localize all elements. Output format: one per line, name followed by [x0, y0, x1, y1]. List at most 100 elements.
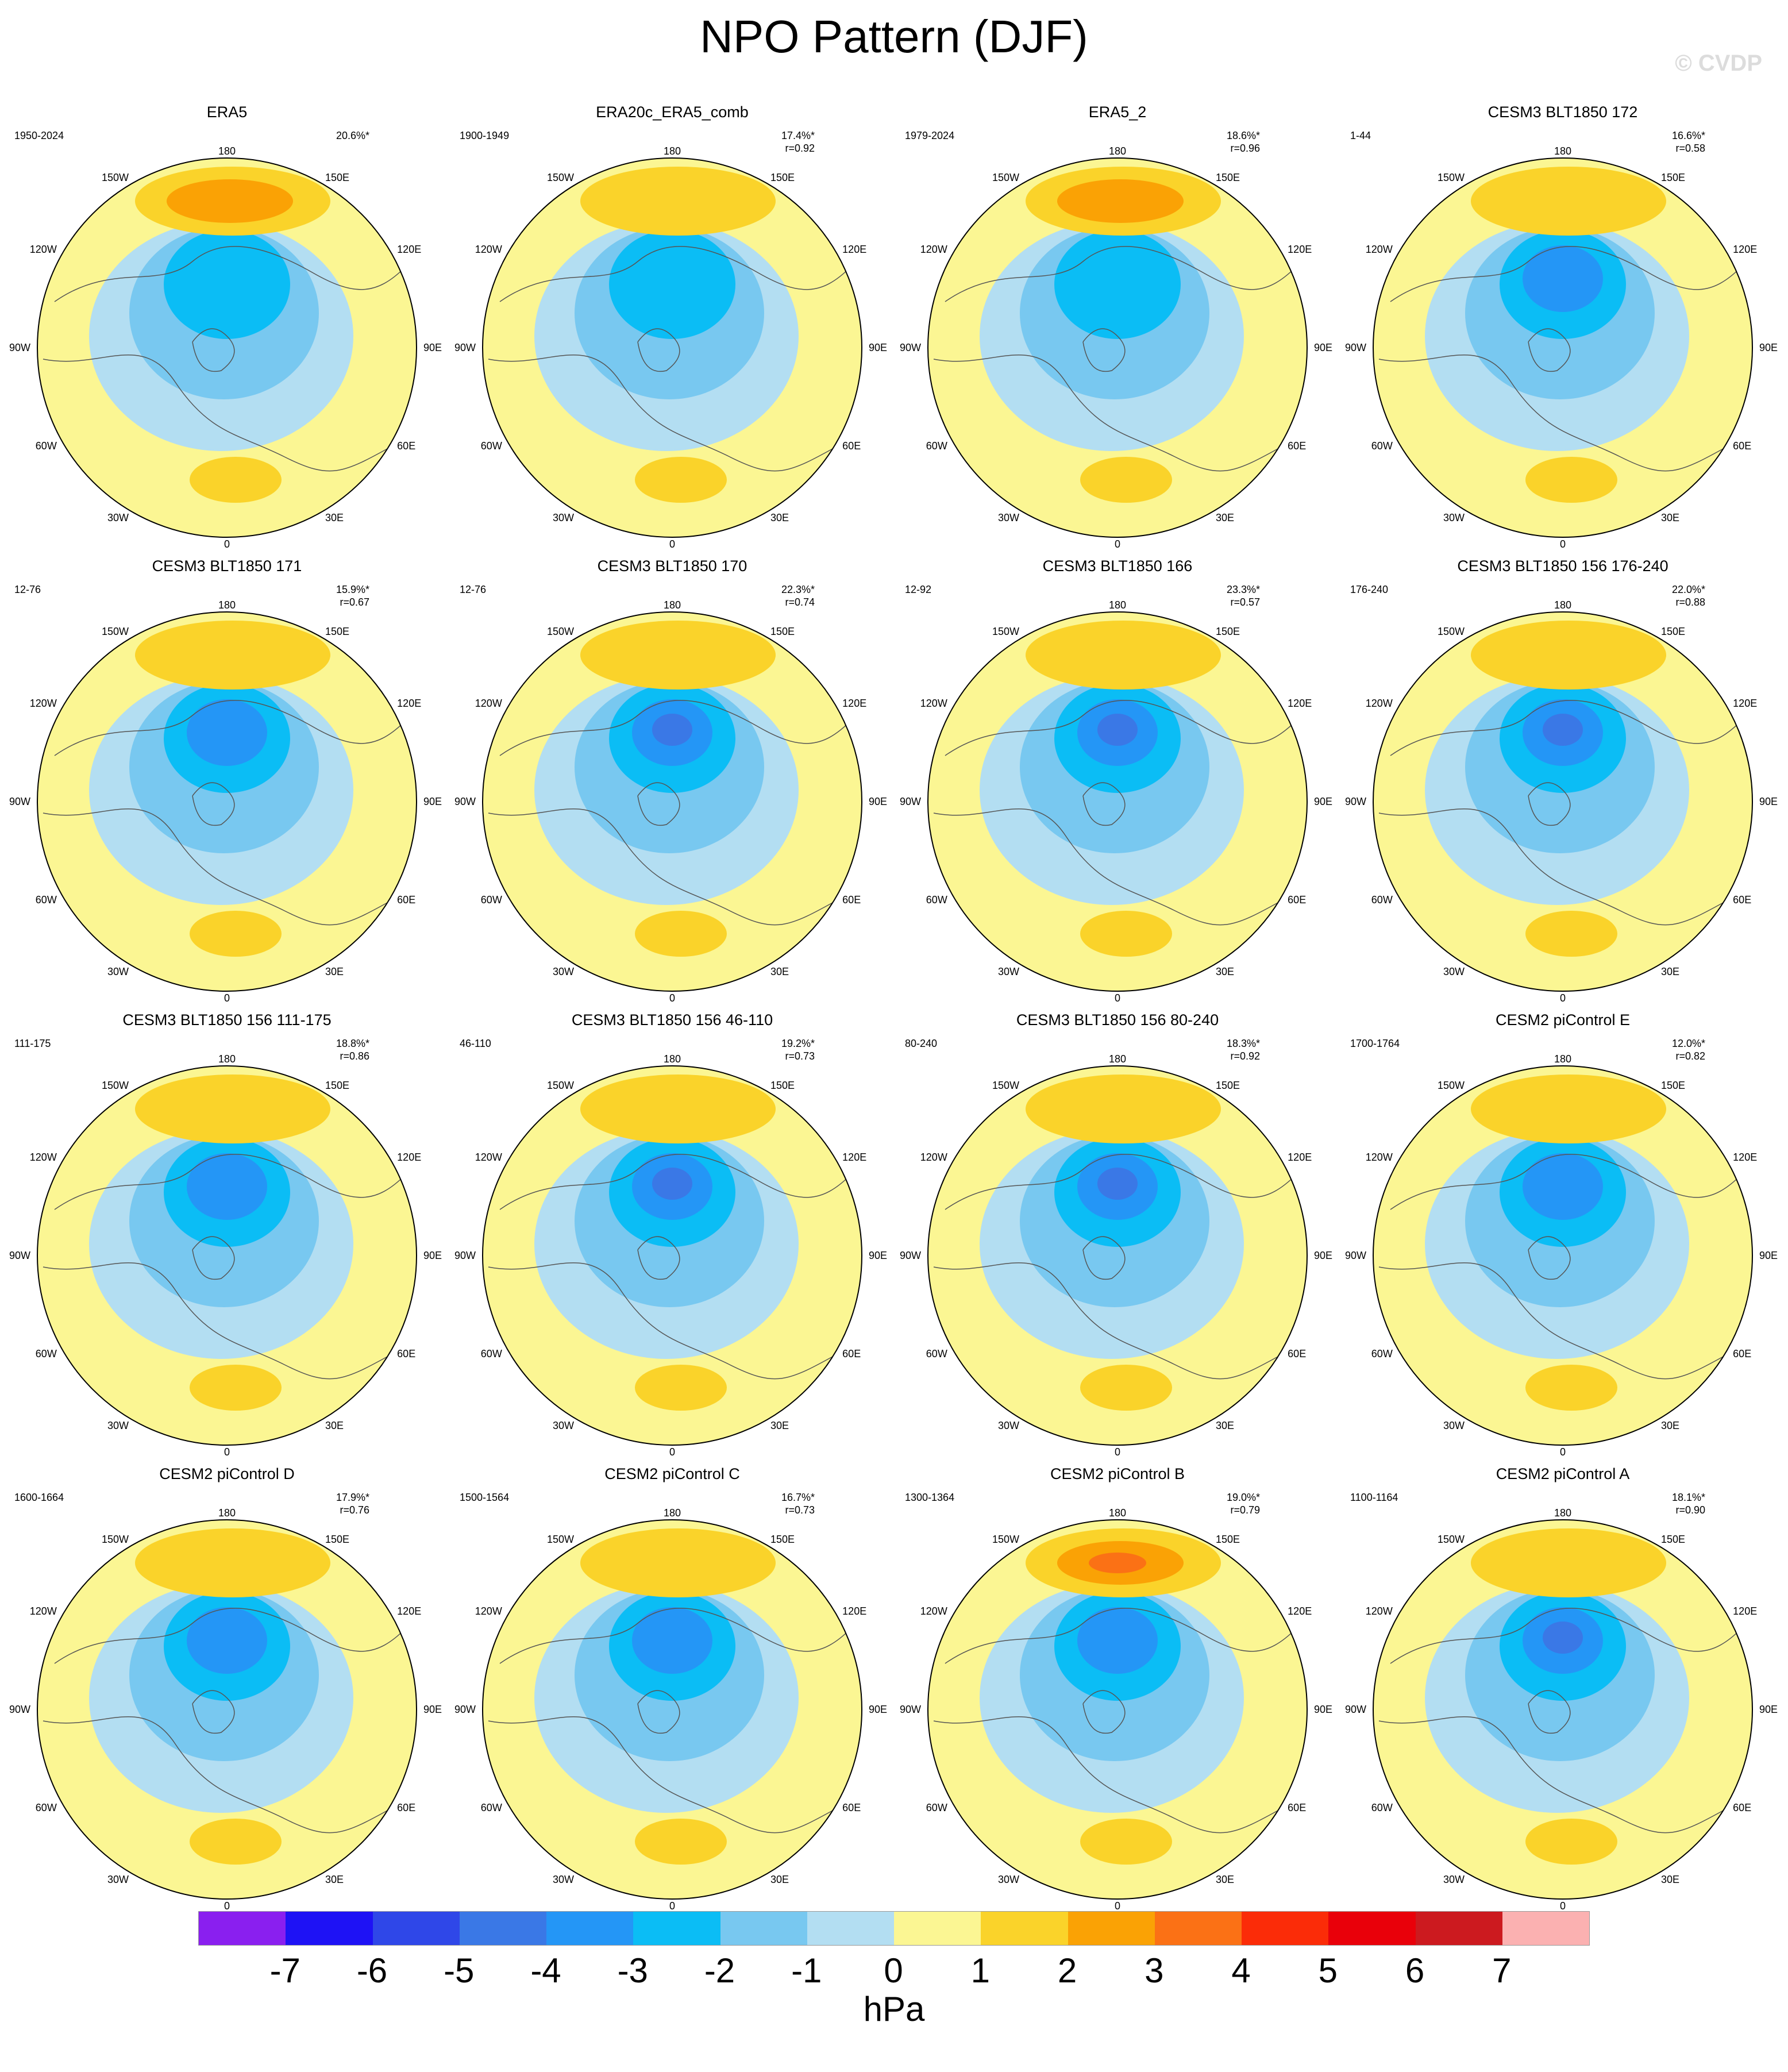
- years-label: 1900-1949: [460, 130, 509, 141]
- longitude-label: 30W: [1443, 966, 1465, 977]
- longitude-label: 90W: [9, 342, 30, 353]
- longitude-label: 60E: [397, 894, 415, 906]
- longitude-label: 60E: [842, 1802, 861, 1813]
- colorbar-box: [459, 1912, 546, 1945]
- longitude-label: 150W: [102, 1534, 129, 1545]
- positive-anomaly-region: [1080, 1819, 1172, 1865]
- polar-map: 180 150E 120E 90E 60E 30E 0 30W 60W 90W 120W 150W 19…: [454, 130, 887, 550]
- longitude-label: 30W: [553, 1874, 574, 1885]
- longitude-label: 60E: [842, 894, 861, 906]
- map-boundary: [482, 157, 862, 538]
- polar-map: 180 150E 120E 90E 60E 30E 0 30W 60W 90W 120W 150W 12…: [454, 584, 887, 1004]
- longitude-label: 180: [1109, 1053, 1126, 1065]
- positive-anomaly-region: [580, 621, 776, 690]
- years-label: 12-92: [905, 584, 931, 595]
- coastline: [637, 328, 680, 372]
- longitude-label: 120W: [30, 1151, 57, 1163]
- longitude-label: 60W: [36, 1802, 57, 1813]
- coastline: [1082, 1236, 1126, 1280]
- longitude-label: 120E: [842, 1151, 866, 1163]
- variance-label: 23.3%*: [1227, 584, 1260, 595]
- longitude-label: 90W: [9, 796, 30, 807]
- coastline: [933, 355, 1285, 472]
- panel-title: ERA20c_ERA5_comb: [596, 103, 749, 121]
- variance-label: 16.7%*: [781, 1492, 815, 1503]
- map-boundary: [37, 1519, 417, 1900]
- longitude-label: 180: [218, 145, 236, 157]
- anomaly-field: [37, 158, 417, 537]
- positive-anomaly-region: [190, 911, 282, 957]
- longitude-label: 60W: [481, 894, 502, 906]
- polar-map: 180 150E 120E 90E 60E 30E 0 30W 60W 90W 120W 150W 19…: [900, 130, 1332, 550]
- longitude-label: 90W: [900, 1704, 921, 1715]
- longitude-label: 0: [1560, 992, 1566, 1004]
- coastline: [1378, 355, 1730, 472]
- coastline: [488, 1716, 839, 1834]
- years-label: 12-76: [460, 584, 486, 595]
- colorbar-box: [894, 1912, 981, 1945]
- variance-label: 18.6%*: [1227, 130, 1260, 141]
- anomaly-field: [1373, 612, 1752, 991]
- longitude-label: 120E: [1288, 1151, 1312, 1163]
- longitude-label: 120W: [1366, 1605, 1393, 1617]
- coastline: [1082, 782, 1126, 826]
- longitude-label: 120E: [842, 698, 866, 709]
- longitude-label: 30W: [553, 966, 574, 977]
- colorbar-tick-label: 0: [884, 1951, 903, 1990]
- map-panel: CESM2 piControl C 180 150E 120E 90E 60E 30E 0 30…: [454, 1465, 891, 1919]
- longitude-label: 150W: [547, 1534, 574, 1545]
- longitude-label: 120E: [397, 698, 421, 709]
- positive-anomaly-region: [135, 1528, 330, 1597]
- map-boundary: [927, 157, 1308, 538]
- longitude-label: 0: [224, 1900, 230, 1912]
- longitude-label: 30E: [1216, 1874, 1234, 1885]
- years-label: 1600-1664: [14, 1492, 64, 1503]
- longitude-label: 0: [1115, 1900, 1120, 1912]
- longitude-label: 60W: [481, 1348, 502, 1359]
- negative-anomaly-region: [187, 1607, 267, 1674]
- anomaly-field: [1373, 1066, 1752, 1445]
- longitude-label: 150E: [325, 626, 349, 637]
- longitude-label: 0: [1560, 1446, 1566, 1458]
- longitude-label: 60W: [1371, 1802, 1393, 1813]
- correlation-label: r=0.74: [785, 596, 815, 608]
- longitude-label: 150E: [1216, 172, 1240, 183]
- coastline: [499, 246, 851, 302]
- longitude-label: 60E: [1288, 894, 1306, 906]
- negative-anomaly-region: [1054, 230, 1181, 339]
- positive-anomaly-region: [167, 179, 293, 223]
- longitude-label: 30W: [998, 1420, 1019, 1431]
- longitude-label: 120E: [1288, 244, 1312, 255]
- longitude-label: 60W: [481, 1802, 502, 1813]
- longitude-label: 120E: [397, 1605, 421, 1617]
- colorbar-tick-label: 5: [1318, 1951, 1338, 1990]
- colorbar-box: [199, 1912, 286, 1945]
- longitude-label: 180: [1109, 599, 1126, 611]
- coastline: [1528, 782, 1571, 826]
- panel-title: CESM2 piControl D: [159, 1465, 295, 1482]
- coastline: [1390, 1608, 1741, 1664]
- coastline: [945, 1608, 1296, 1664]
- colorbar-tick-label: 6: [1405, 1951, 1425, 1990]
- longitude-label: 60W: [481, 440, 502, 452]
- positive-anomaly-region: [1471, 1528, 1666, 1597]
- anomaly-field: [483, 1520, 862, 1899]
- correlation-label: r=0.92: [785, 143, 815, 154]
- polar-map: 180 150E 120E 90E 60E 30E 0 30W 60W 90W 120W 150W 17…: [1345, 1038, 1778, 1458]
- coastline: [1378, 1716, 1730, 1834]
- longitude-label: 30E: [770, 512, 789, 523]
- years-label: 1300-1364: [905, 1492, 954, 1503]
- colorbar-tick-label: -3: [617, 1951, 648, 1990]
- longitude-label: 120E: [1288, 698, 1312, 709]
- longitude-label: 30W: [1443, 1420, 1465, 1431]
- panel-title: CESM3 BLT1850 172: [1488, 103, 1638, 121]
- longitude-label: 0: [669, 1900, 675, 1912]
- longitude-label: 0: [224, 1446, 230, 1458]
- correlation-label: r=0.58: [1675, 143, 1705, 154]
- longitude-label: 120W: [920, 1605, 947, 1617]
- variance-label: 22.0%*: [1672, 584, 1705, 595]
- coastline: [192, 1236, 235, 1280]
- anomaly-field: [37, 612, 417, 991]
- longitude-label: 120W: [1366, 698, 1393, 709]
- variance-label: 12.0%*: [1672, 1038, 1705, 1049]
